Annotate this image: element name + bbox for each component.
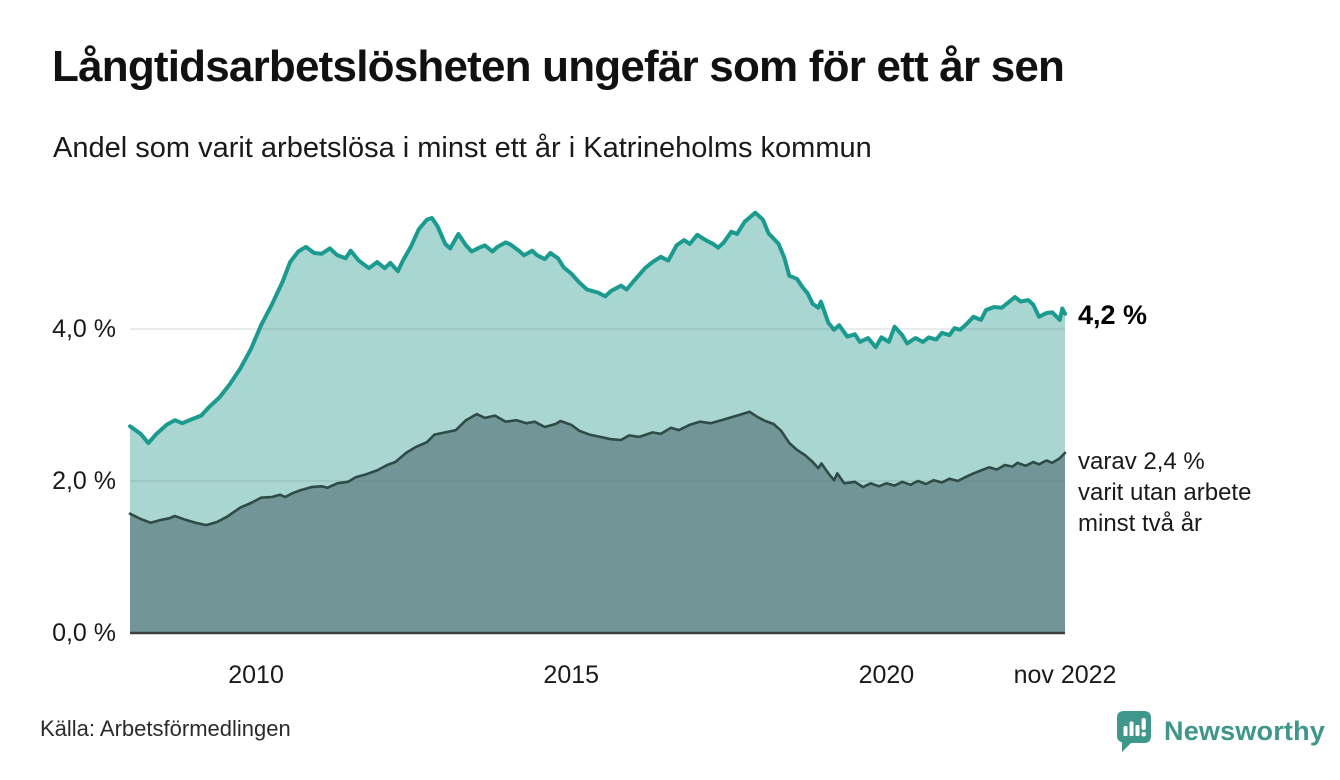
y-axis-tick-label: 2,0 % xyxy=(52,467,116,495)
newsworthy-logo: Newsworthy xyxy=(1116,710,1325,753)
page-subtitle: Andel som varit arbetslösa i minst ett å… xyxy=(53,132,872,164)
newsworthy-wordmark: Newsworthy xyxy=(1164,716,1326,746)
logo-bar-1 xyxy=(1123,726,1128,736)
line-series-1 xyxy=(128,210,1067,445)
logo-exclamation-dot xyxy=(1141,731,1146,737)
newsworthy-speech-bubble-icon xyxy=(1117,711,1151,752)
y-axis-tick-label: 4,0 % xyxy=(52,315,116,343)
x-axis-tick-label: nov 2022 xyxy=(1013,661,1117,689)
latest-value-label-subseries: varav 2,4 % varit utan arbete minst två … xyxy=(1078,446,1251,539)
logo-bar-2 xyxy=(1129,721,1134,736)
latest-sub-line-1: varav 2,4 % xyxy=(1078,448,1205,475)
latest-sub-line-2: varit utan arbete xyxy=(1078,479,1252,506)
x-axis-tick-label: 2010 xyxy=(228,661,284,689)
latest-value-label-total: 4,2 % xyxy=(1078,300,1148,330)
x-axis-tick-label: 2020 xyxy=(858,661,915,689)
latest-sub-line-3: minst två år xyxy=(1078,510,1203,537)
page-title: Långtidsarbetslösheten ungefär som för e… xyxy=(52,42,1065,91)
logo-exclamation-bar xyxy=(1141,718,1146,730)
y-axis-tick-label: 0,0 % xyxy=(52,619,116,647)
line-series-2 xyxy=(128,410,1067,527)
area-fill-series-2 xyxy=(130,411,1065,633)
source-attribution: Källa: Arbetsförmedlingen xyxy=(40,716,291,741)
logo-bar-3 xyxy=(1135,725,1140,736)
x-axis-tick-label: 2015 xyxy=(543,661,600,689)
